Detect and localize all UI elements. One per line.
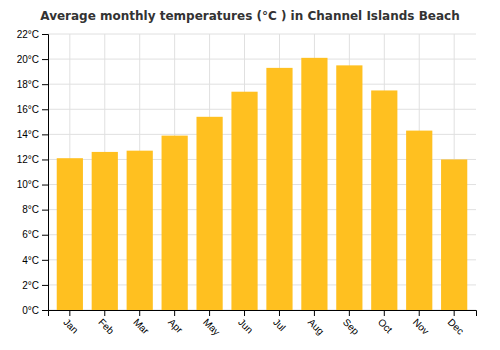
x-tick-label: Apr <box>166 316 185 335</box>
bar <box>371 90 397 310</box>
x-tick-mark <box>139 310 140 316</box>
y-tick-label: 14°C <box>17 129 39 140</box>
y-tick: 4°C <box>22 255 48 266</box>
y-tick-label: 8°C <box>22 204 39 215</box>
x-tick-mark <box>244 310 245 316</box>
y-tick-mark <box>42 310 48 311</box>
y-tick-label: 6°C <box>22 229 39 240</box>
y-tick-label: 22°C <box>17 29 39 40</box>
y-tick: 10°C <box>17 179 48 190</box>
y-tick-label: 20°C <box>17 54 39 65</box>
x-tick-mark <box>349 310 350 316</box>
plot: Jan Feb Mar Apr May Jun Jul Aug Sep Oct Nov Dec 0°C 2… <box>17 29 477 338</box>
y-tick: 14°C <box>17 129 48 140</box>
y-tick: 18°C <box>17 79 48 90</box>
x-tick-mark <box>419 310 420 316</box>
x-tick: Jan <box>61 310 80 336</box>
x-tick: Feb <box>96 310 116 337</box>
x-tick-label: Mar <box>131 316 151 336</box>
grid-line-y <box>48 109 476 110</box>
x-tick-mark <box>104 310 105 316</box>
x-tick: Aug <box>306 310 326 337</box>
bar <box>127 151 153 310</box>
x-tick: Nov <box>411 310 431 337</box>
y-tick-mark <box>42 134 48 135</box>
grid <box>48 34 476 310</box>
x-tick-mark <box>384 310 385 316</box>
x-tick: Dec <box>446 310 466 337</box>
y-tick-label: 12°C <box>17 154 39 165</box>
x-tick: Oct <box>376 310 395 335</box>
y-tick-label: 10°C <box>17 179 39 190</box>
y-tick-mark <box>42 185 48 186</box>
grid-line-y <box>48 59 476 60</box>
x-tick: Jun <box>236 310 255 336</box>
x-tick-label: May <box>201 316 222 337</box>
y-tick-label: 4°C <box>22 255 39 266</box>
x-axis-line <box>49 311 477 317</box>
y-tick: 22°C <box>17 29 48 40</box>
y-tick-mark <box>42 159 48 160</box>
bar <box>406 131 432 310</box>
x-axis: Jan Feb Mar Apr May Jun Jul Aug Sep Oct Nov Dec <box>49 310 477 338</box>
x-tick-label: Feb <box>96 316 116 336</box>
y-tick: 12°C <box>17 154 48 165</box>
x-tick-label: Nov <box>411 316 431 336</box>
y-tick: 6°C <box>22 229 48 240</box>
y-tick-label: 16°C <box>17 104 39 115</box>
x-tick-mark <box>314 310 315 316</box>
y-tick: 8°C <box>22 204 48 215</box>
y-axis: 0°C 2°C 4°C 6°C 8°C 10°C 12°C 14°C 16°C 18°C 20°C 2… <box>17 29 49 316</box>
bar <box>162 136 188 310</box>
bar <box>301 58 327 310</box>
y-tick: 2°C <box>22 280 48 291</box>
y-tick: 16°C <box>17 104 48 115</box>
y-tick-mark <box>42 34 48 35</box>
x-tick-label: Dec <box>446 316 466 336</box>
y-tick-label: 2°C <box>22 280 39 291</box>
x-tick-label: Sep <box>341 316 362 337</box>
x-tick-mark <box>69 310 70 316</box>
chart: Average monthly temperatures (°C ) in Ch… <box>0 0 500 350</box>
bar <box>231 92 257 310</box>
y-tick: 20°C <box>17 54 48 65</box>
bar <box>57 158 83 310</box>
x-tick-label: Jun <box>236 316 255 335</box>
y-tick-mark <box>42 285 48 286</box>
x-tick-mark <box>209 310 210 316</box>
x-tick-label: Oct <box>376 316 395 335</box>
y-tick-mark <box>42 84 48 85</box>
x-tick-label: Jan <box>61 316 80 335</box>
y-tick-mark <box>42 210 48 211</box>
y-tick-mark <box>42 59 48 60</box>
bar <box>441 159 467 310</box>
x-tick-label: Aug <box>306 316 326 336</box>
x-tick: Apr <box>166 310 185 336</box>
bars <box>57 58 468 310</box>
x-tick: Jul <box>271 310 288 333</box>
bar <box>336 65 362 310</box>
title: Average monthly temperatures (°C ) in Ch… <box>40 9 459 23</box>
y-tick-mark <box>42 109 48 110</box>
y-tick: 0°C <box>22 305 48 316</box>
bar <box>266 68 292 310</box>
y-tick-mark <box>42 235 48 236</box>
x-tick-mark <box>279 310 280 316</box>
y-tick-label: 0°C <box>22 305 39 316</box>
y-axis-line <box>42 35 49 311</box>
grid-line-y <box>48 34 476 35</box>
y-tick-label: 18°C <box>17 79 39 90</box>
y-tick-mark <box>42 260 48 261</box>
x-tick: May <box>201 310 222 338</box>
x-tick-label: Jul <box>271 316 288 333</box>
grid-line-y <box>48 84 476 85</box>
x-tick-mark <box>174 310 175 316</box>
x-tick: Mar <box>131 310 151 337</box>
bar <box>196 117 222 310</box>
x-tick-mark <box>454 310 455 316</box>
x-tick: Sep <box>341 310 362 337</box>
bar <box>92 152 118 310</box>
